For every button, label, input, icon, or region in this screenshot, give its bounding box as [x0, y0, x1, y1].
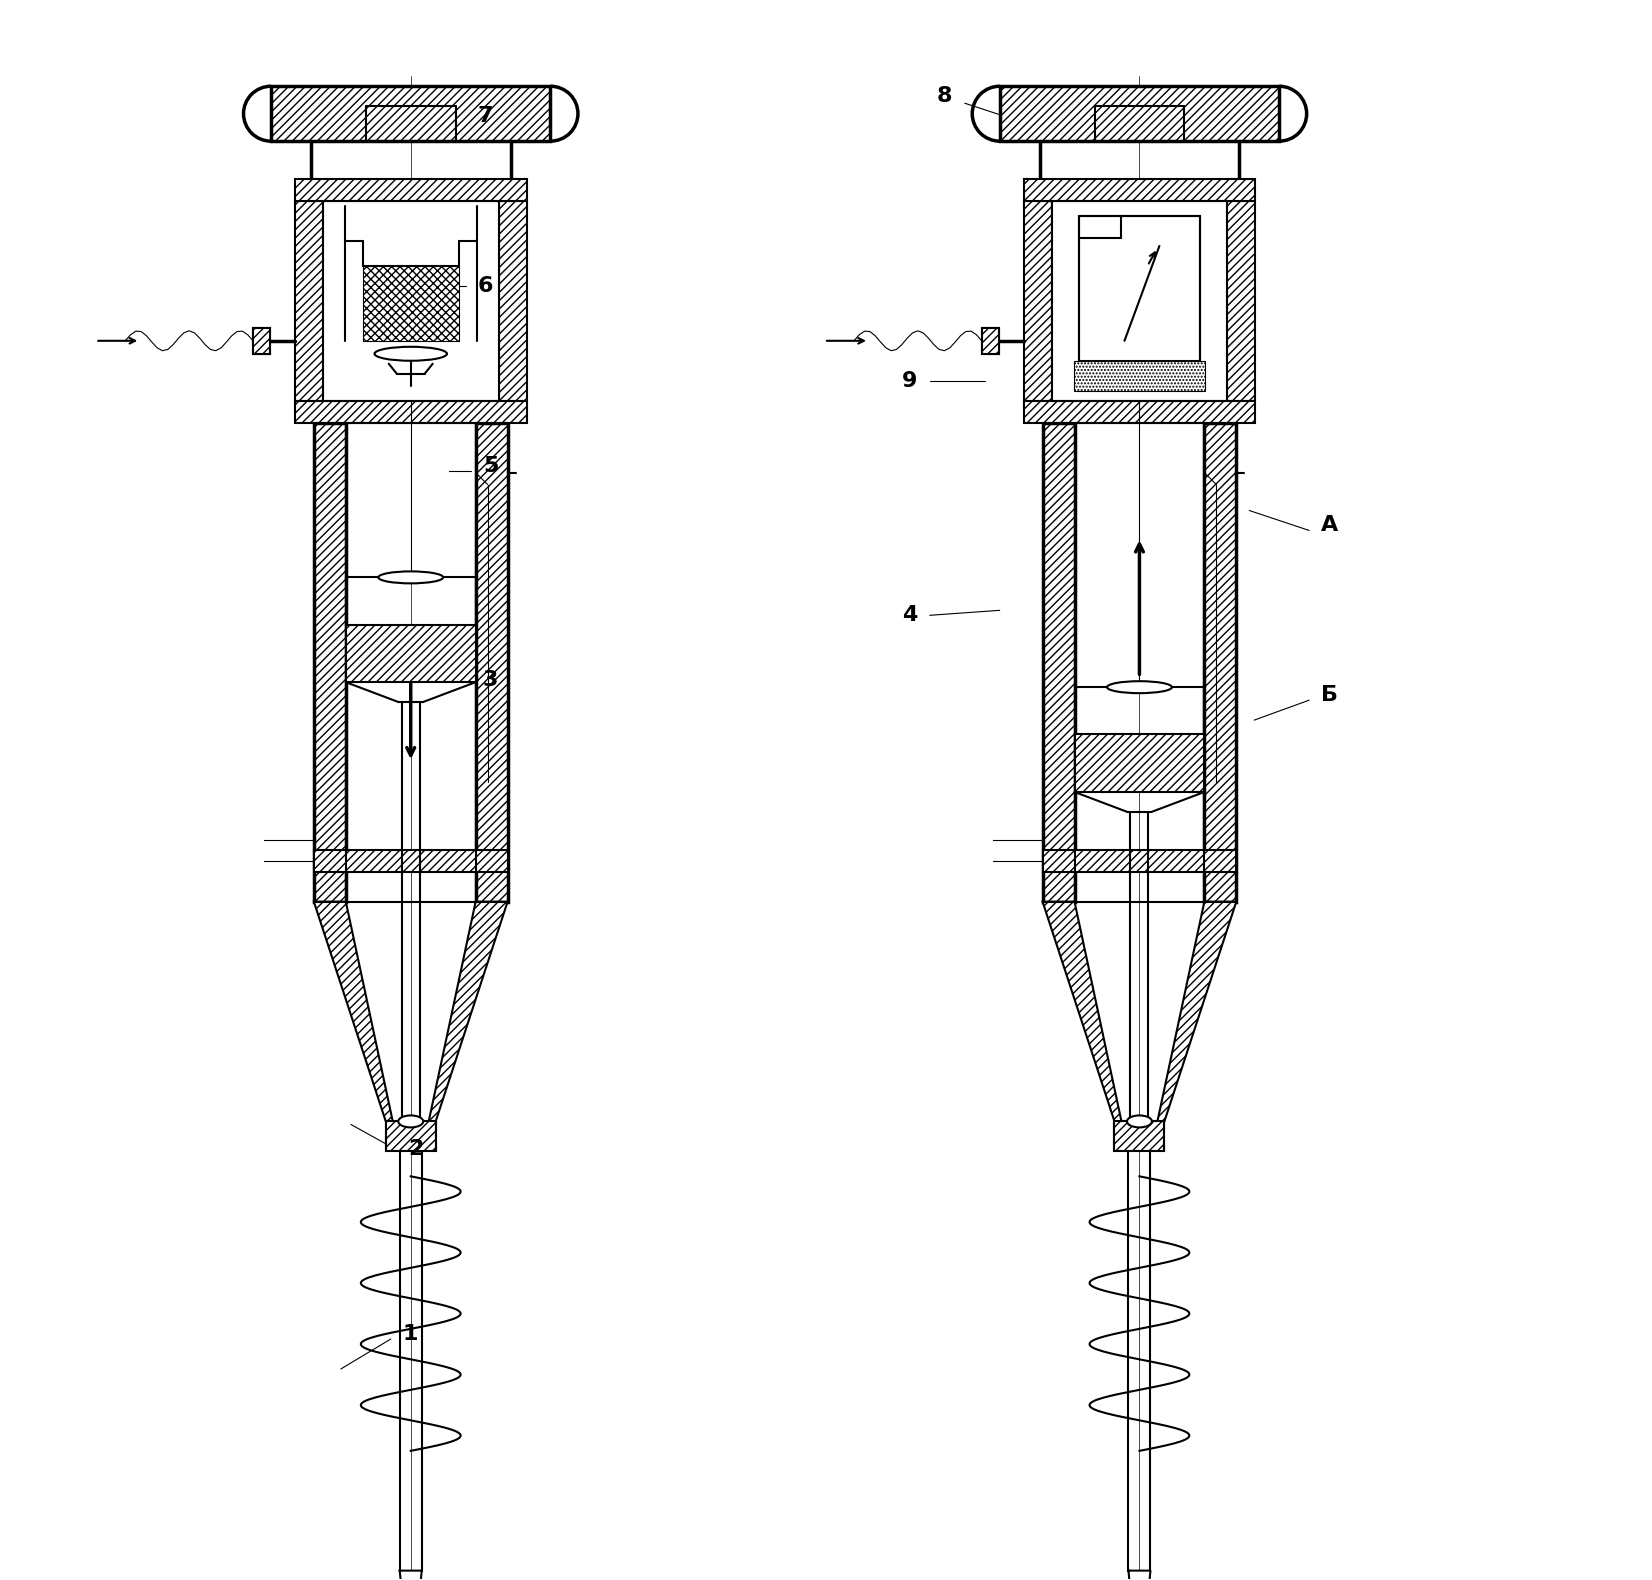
Bar — [1024, 201, 1052, 401]
Bar — [296, 179, 527, 201]
Polygon shape — [430, 902, 507, 1122]
Bar — [322, 201, 499, 401]
Text: 9: 9 — [902, 371, 917, 390]
Bar — [1052, 201, 1227, 401]
Bar — [296, 401, 527, 422]
Text: 1: 1 — [403, 1324, 418, 1345]
Bar — [1079, 216, 1201, 360]
Polygon shape — [1042, 902, 1122, 1122]
Bar — [314, 422, 345, 902]
Text: 7: 7 — [477, 106, 494, 126]
Bar — [476, 422, 507, 902]
Bar — [253, 327, 269, 354]
Bar — [981, 327, 999, 354]
Bar — [1227, 201, 1256, 401]
Text: Б: Б — [1320, 686, 1338, 705]
Bar — [253, 327, 269, 354]
Bar — [499, 201, 527, 401]
Ellipse shape — [375, 346, 448, 360]
Text: 2: 2 — [408, 1139, 423, 1160]
Bar — [981, 327, 999, 354]
Text: 5: 5 — [482, 455, 499, 476]
Bar — [1024, 401, 1256, 422]
Polygon shape — [1158, 902, 1236, 1122]
Bar — [1074, 360, 1206, 390]
Bar — [314, 850, 507, 872]
Bar — [363, 265, 459, 341]
Bar — [345, 624, 476, 683]
Bar — [1204, 422, 1236, 902]
Bar — [1042, 422, 1074, 902]
Ellipse shape — [378, 572, 443, 583]
Bar — [999, 87, 1279, 141]
Ellipse shape — [398, 1115, 423, 1128]
Ellipse shape — [1107, 681, 1171, 694]
Polygon shape — [400, 1571, 421, 1580]
Text: А: А — [1320, 515, 1338, 536]
Text: 6: 6 — [477, 276, 494, 295]
Bar — [1074, 735, 1204, 792]
Text: 4: 4 — [902, 605, 917, 626]
Bar — [296, 201, 322, 401]
Bar — [1042, 850, 1236, 872]
Bar — [1115, 1122, 1165, 1152]
Polygon shape — [1128, 1571, 1150, 1580]
Bar — [1024, 179, 1256, 201]
Text: 3: 3 — [482, 670, 499, 690]
Bar — [271, 87, 550, 141]
Text: 8: 8 — [937, 87, 953, 106]
Polygon shape — [314, 902, 393, 1122]
Bar — [387, 1122, 436, 1152]
Ellipse shape — [1127, 1115, 1151, 1128]
